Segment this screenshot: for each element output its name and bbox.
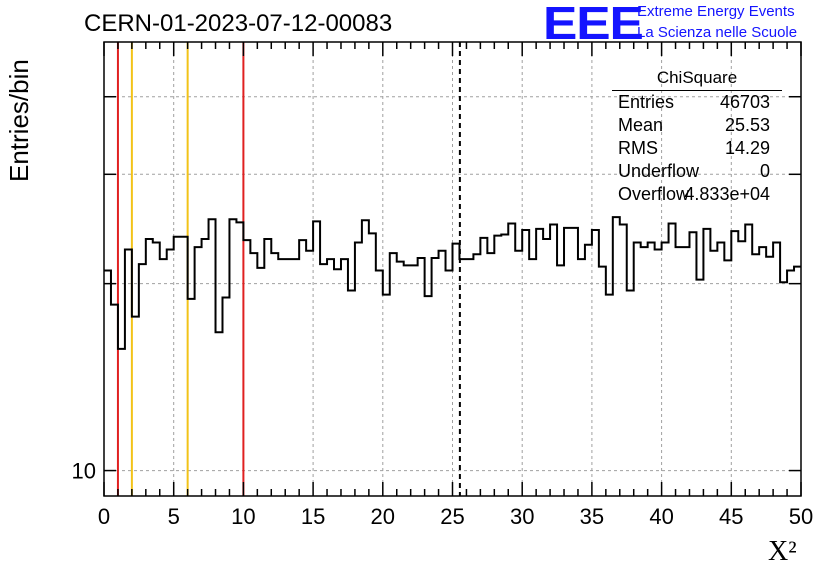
stats-key: Mean [618, 115, 664, 135]
x-tick-label: 35 [580, 504, 604, 529]
stats-title: ChiSquare [612, 68, 782, 91]
marker-layer [116, 42, 461, 496]
y-axis-label: Entries/bin [4, 59, 34, 182]
stats-value: 4.833e+04 [684, 184, 770, 204]
histogram-line [104, 216, 801, 350]
stats-value: 46703 [719, 92, 770, 112]
x-tick-label: 15 [301, 504, 325, 529]
run-title: CERN-01-2023-07-12-00083 [84, 10, 393, 37]
stats-value: 25.53 [724, 115, 770, 135]
stats-box: ChiSquare Entries 46703 Mean 25.53 RMS 1… [612, 68, 782, 206]
stats-row-rms: RMS 14.29 [612, 137, 782, 160]
x-tick-label: 45 [719, 504, 743, 529]
x-tick-label: 40 [649, 504, 673, 529]
y-tick-label: 10 [72, 459, 96, 484]
stats-value: 0 [759, 161, 770, 181]
stats-key: RMS [618, 138, 658, 158]
org-tagline: La Scienza nelle Scuole [637, 24, 798, 41]
x-tick-label: 30 [510, 504, 534, 529]
x-tick-label: 25 [440, 504, 464, 529]
stats-row-overflow: Overflow 4.833e+04 [612, 183, 782, 206]
x-tick-label: 10 [231, 504, 255, 529]
x-tick-label: 20 [371, 504, 395, 529]
x-tick-label: 5 [168, 504, 180, 529]
x-axis-label: X² [768, 536, 797, 567]
x-tick-label: 50 [789, 504, 813, 529]
stats-key: Entries [618, 92, 675, 112]
stats-key: Underflow [618, 161, 700, 181]
org-name: Extreme Energy Events [637, 3, 795, 20]
stats-row-underflow: Underflow 0 [612, 160, 782, 183]
x-tick-label: 0 [98, 504, 110, 529]
stats-row-entries: Entries 46703 [612, 91, 782, 114]
stats-value: 14.29 [724, 138, 770, 158]
grid-layer [104, 42, 801, 496]
stats-key: Overflow [618, 184, 690, 204]
stats-row-mean: Mean 25.53 [612, 114, 782, 137]
axis-layer: 0 5 10 15 20 25 30 35 40 45 50 10 [72, 42, 813, 529]
eee-logo: EEE [543, 0, 644, 49]
